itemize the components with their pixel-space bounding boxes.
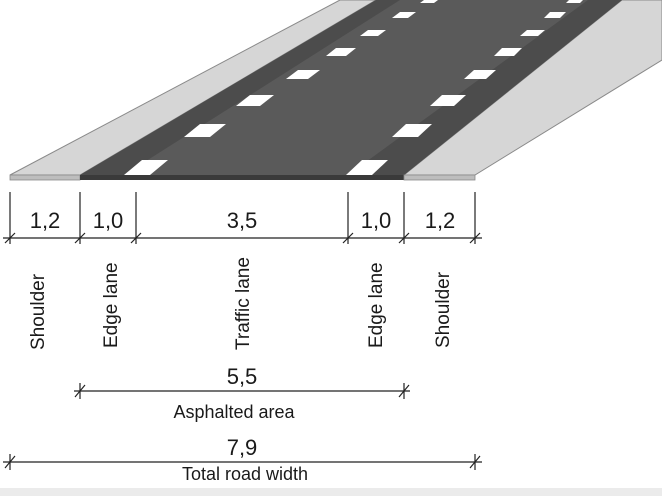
tick-mark bbox=[469, 232, 481, 244]
segment-dimensions bbox=[3, 192, 482, 244]
total-road-width-value: 7,9 bbox=[227, 435, 258, 460]
tick-mark bbox=[130, 232, 142, 244]
segment-name-label: Shoulder bbox=[28, 273, 49, 350]
bottom-strip bbox=[0, 488, 662, 496]
total-road-width-label: Total road width bbox=[182, 464, 308, 484]
segment-width-label: 1,2 bbox=[30, 208, 61, 233]
segment-width-label: 1,0 bbox=[361, 208, 392, 233]
segment-name-label: Edge lane bbox=[366, 262, 387, 348]
asphalt-front bbox=[80, 175, 404, 180]
segment-name-labels: Shoulder Edge lane Traffic lane Edge lan… bbox=[28, 257, 454, 350]
asphalted-area-value: 5,5 bbox=[227, 364, 258, 389]
road-perspective bbox=[9, 0, 662, 181]
right-shoulder-front bbox=[403, 174, 476, 181]
tick-mark bbox=[74, 232, 86, 244]
tick-mark bbox=[342, 232, 354, 244]
segment-name-label: Traffic lane bbox=[233, 257, 254, 350]
right-lane-dashes bbox=[346, 0, 583, 175]
tick-mark bbox=[4, 232, 16, 244]
segment-width-labels: 1,2 1,0 3,5 1,0 1,2 bbox=[30, 208, 456, 233]
tick-mark bbox=[398, 232, 410, 244]
left-lane-dashes bbox=[124, 0, 438, 175]
left-shoulder-front bbox=[9, 174, 81, 181]
segment-width-label: 1,2 bbox=[425, 208, 456, 233]
left-edge-lane-surface bbox=[80, 0, 400, 175]
total-road-width-dimension: 7,9 Total road width bbox=[3, 435, 482, 484]
segment-name-label: Edge lane bbox=[101, 262, 122, 348]
segment-width-label: 1,0 bbox=[93, 208, 124, 233]
segment-width-label: 3,5 bbox=[227, 208, 258, 233]
asphalted-area-label: Asphalted area bbox=[173, 402, 295, 422]
segment-name-label: Shoulder bbox=[433, 271, 454, 348]
asphalted-area-dimension: 5,5 Asphalted area bbox=[74, 364, 410, 422]
